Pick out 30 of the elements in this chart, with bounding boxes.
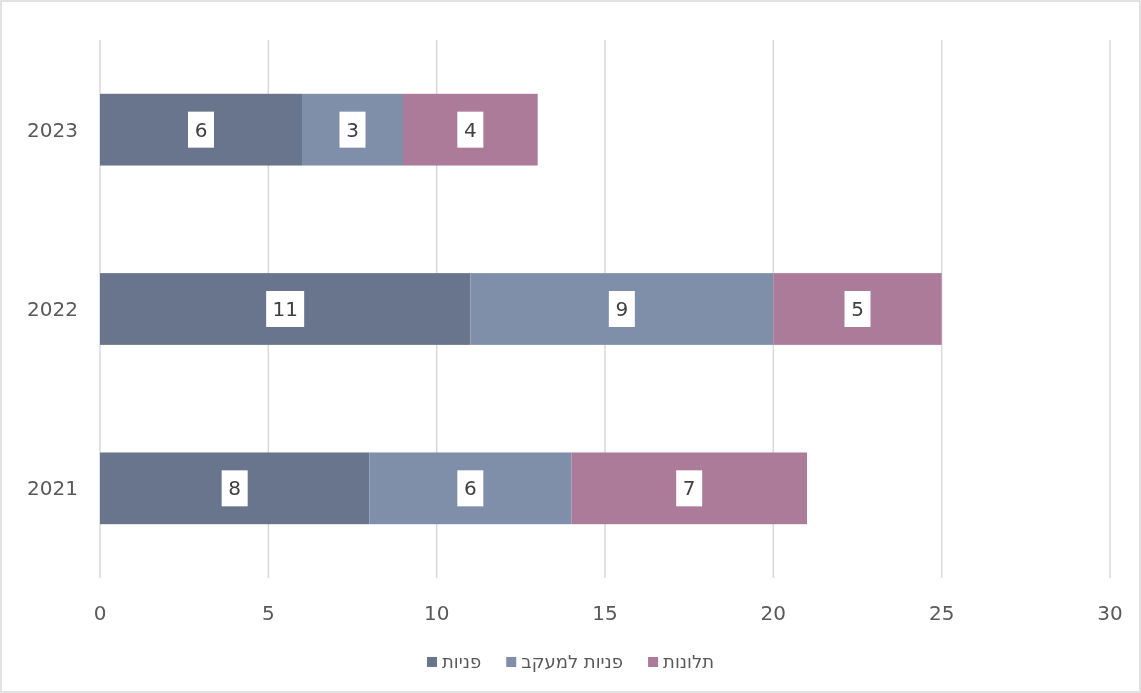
x-tick-label: 5 [261, 601, 275, 625]
data-label: 5 [851, 297, 864, 321]
y-tick-label: 2021 [27, 476, 78, 501]
y-tick-label: 2023 [27, 117, 78, 142]
bar [369, 452, 572, 525]
bar [100, 452, 370, 525]
legend-label: תלונות [663, 651, 714, 672]
data-label: 4 [463, 117, 477, 142]
x-tick-label: 30 [1097, 601, 1123, 625]
bar [100, 273, 471, 345]
bar [571, 452, 807, 525]
data-label: 3 [346, 117, 359, 142]
x-tick-label: 20 [760, 601, 787, 625]
y-tick-label: 2022 [27, 297, 78, 321]
x-tick-label: 15 [592, 601, 618, 625]
data-label: 11 [272, 297, 298, 321]
data-label: 7 [682, 476, 696, 501]
legend-label: פניות למעקב [521, 651, 624, 672]
bar [773, 273, 942, 345]
data-label: 9 [615, 297, 629, 321]
x-tick-label: 10 [423, 601, 450, 625]
legend-label: פניות [442, 651, 482, 672]
x-tick-label: 0 [93, 601, 107, 625]
data-label: 8 [228, 476, 242, 501]
bar [470, 273, 774, 345]
bar [100, 93, 302, 166]
data-label: 6 [194, 117, 208, 142]
bar [403, 93, 538, 166]
data-label: 6 [463, 476, 477, 501]
x-tick-label: 25 [928, 601, 955, 625]
